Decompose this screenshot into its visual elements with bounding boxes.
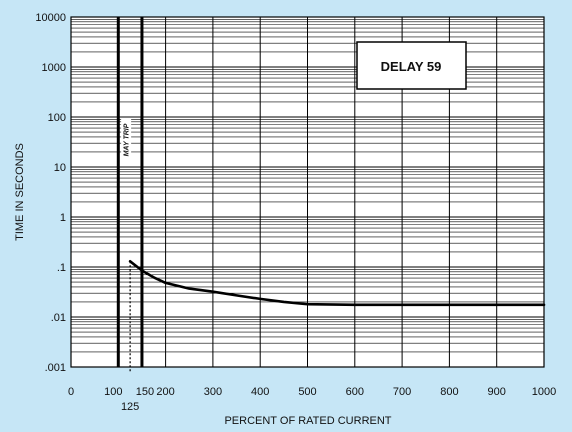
x-tick-label-secondary: 125 — [121, 401, 139, 413]
x-tick-label: 150 — [136, 386, 154, 398]
x-tick-label: 400 — [251, 386, 269, 398]
may-trip-band: MAY TRIP — [116, 17, 144, 373]
x-tick-label: 500 — [298, 386, 316, 398]
x-tick-label: 300 — [204, 386, 222, 398]
x-tick-labels: 0 100 150 200 300 400 500 600 700 800 900 1000 125 — [68, 386, 556, 413]
y-tick-label: .001 — [45, 362, 66, 374]
y-tick-label: 10 — [54, 162, 66, 174]
x-tick-label: 0 — [68, 386, 74, 398]
y-tick-labels: 10000 1000 100 10 1 .1 .01 .001 — [35, 12, 66, 374]
y-tick-label: 10000 — [35, 12, 66, 24]
band-annotation: MAY TRIP — [124, 123, 131, 156]
label-box: DELAY 59 — [356, 41, 467, 90]
band-annotation-bg — [121, 118, 132, 162]
x-tick-label: 600 — [346, 386, 364, 398]
y-tick-label: 100 — [48, 112, 66, 124]
y-tick-label: 1000 — [42, 62, 66, 74]
y-tick-label: 1 — [60, 212, 66, 224]
x-axis-title: PERCENT OF RATED CURRENT — [224, 415, 391, 427]
x-tick-label: 200 — [156, 386, 174, 398]
label-box-text: DELAY 59 — [381, 59, 442, 74]
x-tick-label: 800 — [440, 386, 458, 398]
series-line — [128, 259, 546, 307]
plot-border — [70, 16, 545, 368]
y-tick-label: .01 — [51, 312, 66, 324]
x-tick-label: 700 — [393, 386, 411, 398]
x-tick-label: 900 — [488, 386, 506, 398]
trip-curve — [128, 259, 546, 307]
y-tick-label: .1 — [57, 262, 66, 274]
y-axis-title: TIME IN SECONDS — [14, 143, 26, 241]
x-tick-label: 100 — [104, 386, 122, 398]
x-tick-label: 1000 — [532, 386, 556, 398]
